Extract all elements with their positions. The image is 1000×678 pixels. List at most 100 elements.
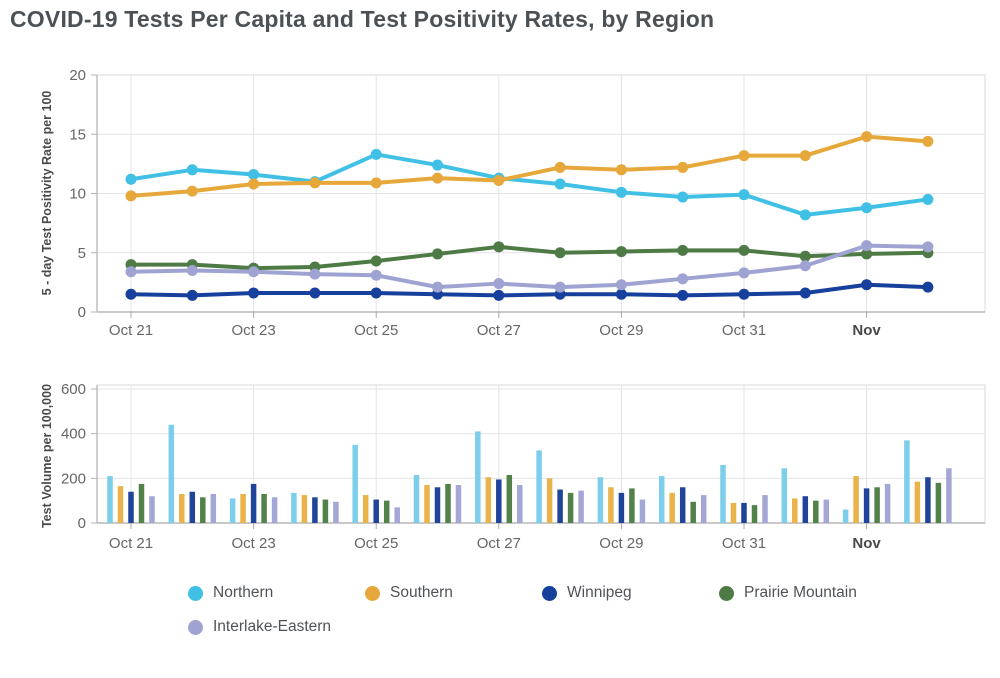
series-winnipeg[interactable] — [125, 279, 934, 301]
data-point — [186, 289, 198, 301]
data-point — [677, 289, 689, 301]
data-point — [615, 246, 627, 258]
svg-text:400: 400 — [61, 426, 86, 443]
data-point — [309, 177, 321, 189]
data-point — [493, 174, 505, 186]
data-point — [432, 172, 443, 184]
data-point — [677, 161, 689, 173]
bar — [597, 477, 604, 523]
bar — [128, 491, 134, 523]
data-point — [922, 135, 934, 147]
interlake-eastern-swatch-icon — [188, 619, 203, 635]
data-point — [738, 189, 750, 201]
series-prairie-mountain[interactable] — [125, 241, 934, 274]
data-point — [248, 266, 260, 278]
bar — [792, 498, 798, 523]
data-point — [677, 244, 689, 256]
bar — [301, 495, 308, 523]
bar — [485, 477, 492, 523]
northern-swatch-icon — [188, 585, 203, 601]
data-point — [861, 279, 873, 291]
bar — [842, 509, 849, 523]
axes — [91, 74, 985, 318]
southern-swatch-icon — [365, 585, 380, 601]
legend-item-southern[interactable]: Southern — [365, 584, 542, 602]
bar — [312, 497, 318, 523]
bars-northern[interactable] — [107, 424, 910, 523]
data-point — [799, 250, 811, 262]
bar — [179, 493, 185, 523]
series-southern[interactable] — [125, 131, 934, 202]
data-point — [861, 202, 873, 214]
volume-chart-canvas: 0 200 400 600 Oct 21 Oct 23 Oct 25 Oct 27 Oct 29… — [61, 381, 986, 552]
data-point — [554, 247, 566, 259]
bar — [229, 498, 236, 523]
bar — [322, 499, 329, 523]
bar — [138, 483, 145, 523]
bars-prairie-mountain[interactable] — [138, 474, 942, 523]
bar — [884, 483, 891, 523]
bar — [107, 476, 113, 523]
svg-text:Oct 21: Oct 21 — [109, 535, 153, 552]
data-point — [677, 191, 689, 203]
svg-text:Oct 27: Oct 27 — [477, 322, 521, 339]
bar — [168, 424, 175, 523]
legend-label: Winnipeg — [567, 584, 632, 601]
data-point — [799, 260, 811, 272]
data-point — [554, 281, 566, 293]
y-tick-labels: 0 200 400 600 — [61, 381, 86, 532]
data-point — [554, 178, 566, 190]
data-point — [309, 268, 321, 280]
bar — [117, 486, 124, 523]
bar — [813, 500, 819, 523]
bar — [863, 488, 870, 523]
data-point — [738, 150, 750, 162]
bar — [904, 440, 910, 523]
svg-text:0: 0 — [78, 304, 86, 321]
legend-label: Southern — [390, 584, 453, 601]
data-point — [125, 266, 137, 278]
bar — [445, 483, 451, 523]
bar — [639, 499, 646, 523]
bar — [730, 502, 737, 523]
bar — [618, 492, 625, 523]
bar — [352, 444, 358, 523]
data-point — [125, 173, 137, 185]
legend-item-northern[interactable]: Northern — [188, 584, 365, 602]
bar — [658, 476, 665, 523]
bar — [373, 499, 379, 523]
bar — [496, 479, 502, 523]
svg-text:Oct 31: Oct 31 — [722, 322, 766, 339]
bars-southern[interactable] — [117, 476, 921, 523]
data-point — [186, 265, 198, 277]
data-point — [248, 169, 260, 181]
bar — [925, 477, 931, 523]
data-point — [370, 269, 382, 281]
data-point — [799, 150, 811, 162]
data-point — [432, 159, 443, 171]
page-title: COVID-19 Tests Per Capita and Test Posit… — [10, 6, 715, 32]
bar — [608, 487, 614, 523]
bar — [413, 474, 420, 523]
legend-label: Interlake-Eastern — [213, 618, 332, 635]
bar — [874, 487, 880, 523]
bar — [669, 492, 675, 523]
prairie-mountain-swatch-icon — [719, 585, 734, 601]
bar — [200, 497, 206, 523]
legend-item-interlake-eastern[interactable]: Interlake-Eastern — [188, 618, 365, 636]
data-point — [861, 131, 873, 143]
volume-bar-chart: Test Volume per 100,000 0 200 400 600 Oct 21… — [0, 355, 1000, 570]
svg-text:Oct 23: Oct 23 — [232, 535, 276, 552]
legend-item-prairie-mountain[interactable]: Prairie Mountain — [719, 584, 896, 602]
bars-winnipeg[interactable] — [128, 477, 931, 523]
data-point — [799, 287, 811, 299]
bars-interlake-eastern[interactable] — [149, 468, 952, 523]
y-tick-labels: 0 5 10 15 20 — [69, 67, 86, 321]
series-interlake-eastern[interactable] — [125, 240, 934, 293]
legend-item-winnipeg[interactable]: Winnipeg — [542, 584, 719, 602]
svg-text:Oct 31: Oct 31 — [722, 535, 766, 552]
x-tick-labels: Oct 21 Oct 23 Oct 25 Oct 27 Oct 29 Oct 31 Nov — [109, 322, 882, 339]
data-point — [738, 267, 750, 279]
data-point — [922, 193, 934, 205]
